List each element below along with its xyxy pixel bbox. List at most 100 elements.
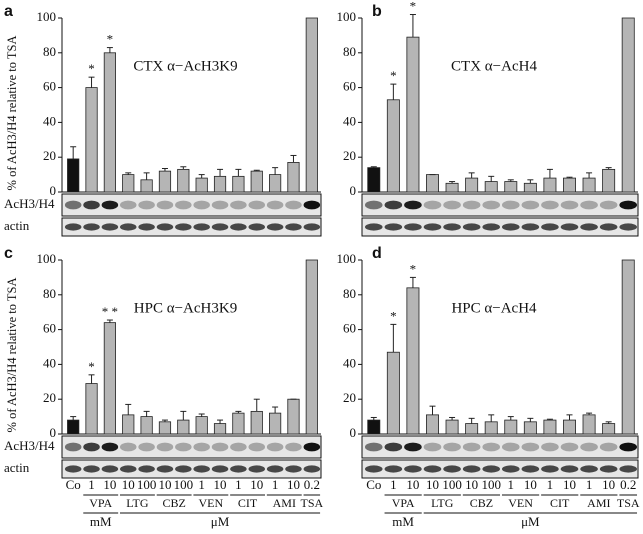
x-tick-label: 1 bbox=[198, 477, 205, 492]
bar bbox=[386, 99, 400, 193]
x-tick-label: 10 bbox=[158, 477, 171, 492]
bar bbox=[621, 259, 635, 435]
bar bbox=[543, 419, 557, 435]
blot-band bbox=[248, 200, 266, 210]
y-axis-label: % of AcH3/H4 relative to TSA bbox=[5, 36, 19, 191]
bar bbox=[103, 52, 116, 193]
panel-title: CTX α−AcH4 bbox=[451, 58, 537, 74]
blot-band bbox=[211, 200, 229, 210]
bar bbox=[269, 174, 282, 193]
blot-band bbox=[83, 200, 100, 210]
y-tick-label: 0 bbox=[50, 425, 57, 440]
y-tick-label: 60 bbox=[43, 79, 56, 94]
significance-label: * bbox=[390, 68, 397, 83]
y-tick-label: 40 bbox=[43, 113, 56, 128]
blot-band bbox=[560, 223, 579, 231]
blot-strip bbox=[61, 193, 322, 217]
blot-band bbox=[285, 442, 302, 452]
bar bbox=[103, 322, 116, 435]
bar bbox=[484, 181, 498, 193]
bar bbox=[504, 181, 518, 193]
blot-band bbox=[443, 200, 461, 210]
blot-band bbox=[384, 200, 403, 210]
blot-band bbox=[482, 442, 501, 452]
blot-band bbox=[521, 223, 540, 231]
group-label: VPA bbox=[392, 496, 415, 510]
bar bbox=[269, 412, 282, 435]
panel-letter: d bbox=[372, 245, 382, 262]
bar bbox=[445, 182, 459, 193]
x-tick-label: 10 bbox=[524, 477, 537, 492]
blot-band bbox=[211, 465, 229, 473]
blot-band bbox=[175, 200, 192, 210]
bar bbox=[523, 182, 537, 193]
blot-band bbox=[266, 200, 284, 210]
blot-band bbox=[541, 200, 559, 210]
bar bbox=[250, 170, 263, 193]
y-tick-label: 60 bbox=[343, 321, 356, 336]
bar bbox=[543, 177, 557, 193]
blot-band bbox=[303, 200, 321, 210]
y-tick-label: 60 bbox=[43, 321, 56, 336]
blot-band bbox=[580, 442, 598, 452]
bar bbox=[67, 419, 80, 435]
group-label: LTG bbox=[431, 496, 454, 510]
bar bbox=[602, 423, 616, 435]
bar bbox=[122, 414, 135, 435]
blot-band bbox=[64, 223, 82, 231]
bar bbox=[195, 177, 208, 193]
blot-band bbox=[193, 442, 210, 452]
blot-band bbox=[423, 200, 442, 210]
group-label: CIT bbox=[238, 496, 258, 510]
panel-title: CTX α−AcH3K9 bbox=[133, 58, 237, 74]
blot-band bbox=[541, 442, 559, 452]
y-tick-label: 0 bbox=[350, 183, 357, 198]
panel-letter: a bbox=[4, 3, 13, 20]
group-label: CIT bbox=[550, 496, 570, 510]
significance-label: * bbox=[88, 359, 95, 374]
blot-band bbox=[482, 465, 501, 473]
blot-band bbox=[266, 465, 284, 473]
bar bbox=[177, 419, 190, 435]
group-label: VEN bbox=[199, 496, 224, 510]
blot-band bbox=[560, 200, 579, 210]
blot-band bbox=[138, 442, 155, 452]
blot-band bbox=[285, 465, 302, 473]
blot-band bbox=[599, 200, 618, 210]
x-tick-label: 10 bbox=[406, 477, 419, 492]
blot-band bbox=[119, 465, 137, 473]
y-tick-label: 0 bbox=[50, 183, 57, 198]
blot-band bbox=[119, 223, 137, 231]
bar bbox=[158, 170, 172, 193]
blot-band bbox=[64, 465, 82, 473]
group-label: AMI bbox=[273, 496, 296, 510]
blot-band bbox=[404, 223, 422, 231]
blot-band bbox=[443, 442, 461, 452]
bar bbox=[122, 174, 135, 193]
blot-band bbox=[580, 223, 598, 231]
bar bbox=[213, 423, 227, 435]
blot-band bbox=[384, 223, 403, 231]
significance-label: * bbox=[410, 0, 417, 14]
bar bbox=[367, 167, 381, 193]
blot-band bbox=[175, 465, 192, 473]
y-tick-label: 20 bbox=[343, 390, 356, 405]
blot-band bbox=[230, 200, 247, 210]
bar bbox=[85, 383, 98, 435]
blot-label: AcH3/H4 bbox=[4, 196, 55, 211]
x-tick-label: 10 bbox=[465, 477, 478, 492]
blot-band bbox=[619, 200, 638, 210]
blot-band bbox=[119, 442, 137, 452]
y-tick-label: 100 bbox=[337, 251, 357, 266]
y-tick-label: 20 bbox=[43, 390, 56, 405]
blot-band bbox=[119, 200, 137, 210]
blot-strip bbox=[61, 435, 322, 459]
blot-band bbox=[501, 442, 520, 452]
blot-band bbox=[599, 442, 618, 452]
blot-band bbox=[156, 442, 174, 452]
blot-band bbox=[423, 223, 442, 231]
unit-label: mM bbox=[392, 514, 414, 529]
blot-band bbox=[501, 223, 520, 231]
blot-band bbox=[285, 200, 302, 210]
